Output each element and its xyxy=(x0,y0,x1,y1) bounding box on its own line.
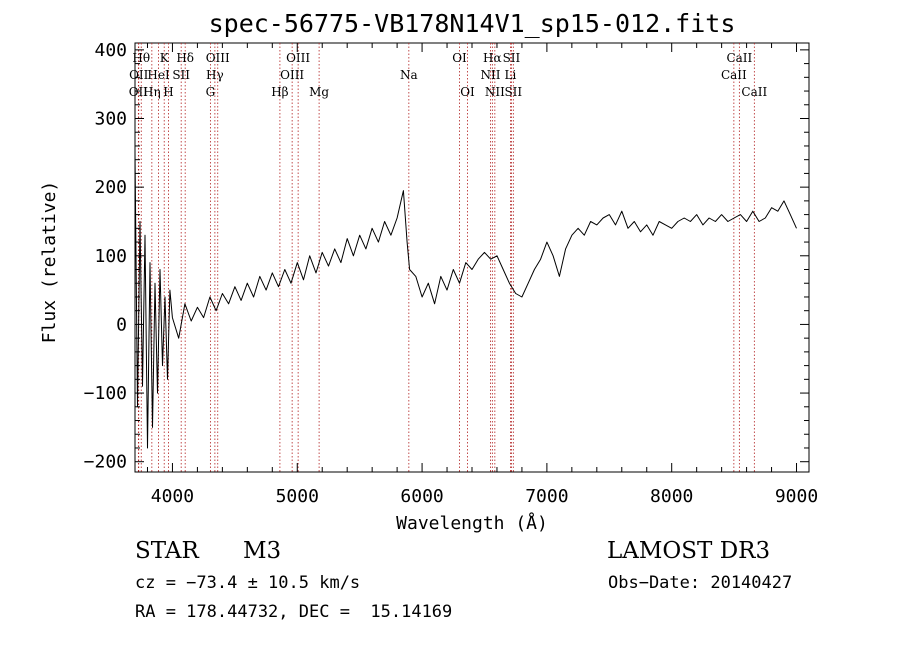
spectral-line-label: OIII xyxy=(286,51,310,65)
spectral-line-label: Mg xyxy=(309,85,329,99)
spectral-line-label: SII xyxy=(503,51,521,65)
y-tick-label: 300 xyxy=(94,109,127,130)
spectral-line-label: H xyxy=(163,85,173,99)
spectral-line-label: SII xyxy=(172,68,190,82)
y-tick-label: −100 xyxy=(84,383,127,404)
spectral-line-label: Hη xyxy=(143,85,161,99)
spectral-line-label: OIII xyxy=(206,51,230,65)
spectral-line-label: Hθ xyxy=(132,51,150,65)
spectral-line-label: Hγ xyxy=(206,68,224,82)
survey-name: LAMOST DR3 xyxy=(607,538,771,564)
spectral-line-label: Hβ xyxy=(271,85,288,99)
spectral-line-label: OII xyxy=(129,68,149,82)
y-tick-label: 0 xyxy=(116,314,127,335)
spectral-line-markers xyxy=(137,43,755,472)
spectral-line-label: OIII xyxy=(280,68,304,82)
spectral-line-label: OI xyxy=(452,51,467,65)
y-axis-label: Flux (relative) xyxy=(39,181,60,344)
x-tick-label: 8000 xyxy=(650,486,693,507)
spectral-line-label: OI xyxy=(460,85,475,99)
chart-title: spec-56775-VB178N14V1_sp15-012.fits xyxy=(209,9,736,38)
y-tick-label: 200 xyxy=(94,177,127,198)
object-subclass: M3 xyxy=(243,538,282,564)
axis-ticks: 4000 5000 6000 7000 8000 9000 −200 −100 0 100 200 3… xyxy=(84,40,819,507)
spectral-line-label: SII xyxy=(504,85,522,99)
spectral-line-label: CaII xyxy=(726,51,752,65)
x-tick-label: 6000 xyxy=(400,486,443,507)
y-tick-label: −200 xyxy=(84,452,127,473)
x-tick-label: 7000 xyxy=(525,486,568,507)
ra-dec-coordinates: RA = 178.44732, DEC = 15.14169 xyxy=(135,602,453,622)
spectral-line-labels: OII OII Hθ Hη HeI K H SII Hδ G Hγ OIII Hβ OIII OIII Mg N… xyxy=(129,51,768,99)
x-tick-label: 4000 xyxy=(151,486,194,507)
y-tick-label: 100 xyxy=(94,246,127,267)
spectral-line-label: CaII xyxy=(741,85,767,99)
plot-frame xyxy=(134,42,810,473)
spectral-line-label: NII xyxy=(480,68,500,82)
spectral-line-label: OII xyxy=(129,85,149,99)
y-tick-label: 400 xyxy=(94,40,127,61)
spectral-line-label: K xyxy=(160,51,170,65)
spectral-line-label: G xyxy=(206,85,216,99)
spectral-line-label: Na xyxy=(400,68,418,82)
spectral-line-label: CaII xyxy=(721,68,747,82)
spectral-line-label: NII xyxy=(485,85,505,99)
spectrum-series xyxy=(134,152,797,449)
x-tick-label: 9000 xyxy=(775,486,818,507)
redshift-velocity: cz = −73.4 ± 10.5 km/s xyxy=(135,573,361,593)
spectral-line-label: Hα xyxy=(483,51,502,65)
spectral-line-label: Li xyxy=(505,68,517,82)
spectrum-line xyxy=(134,152,797,449)
observation-date: Obs−Date: 20140427 xyxy=(608,573,793,593)
spectral-line-label: Hδ xyxy=(176,51,194,65)
x-axis-label: Wavelength (Å) xyxy=(396,512,548,534)
spectral-line-label: HeI xyxy=(147,68,170,82)
x-tick-label: 5000 xyxy=(276,486,319,507)
object-class: STAR xyxy=(135,538,199,564)
